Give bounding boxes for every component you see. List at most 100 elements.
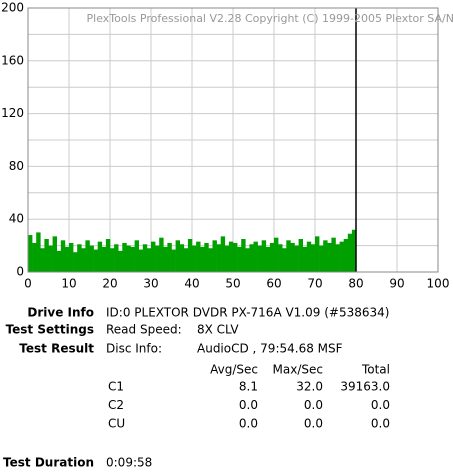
bar — [343, 239, 349, 272]
bar — [52, 236, 57, 272]
bar — [261, 240, 267, 272]
bar — [302, 246, 308, 272]
bar — [200, 246, 205, 272]
x-tick-label: 20 — [102, 277, 117, 291]
cell: 8.1 — [239, 380, 258, 394]
bar — [339, 241, 344, 272]
x-tick-label: 60 — [266, 277, 281, 291]
bar — [28, 235, 33, 272]
y-tick-label: 80 — [9, 159, 24, 173]
bar — [118, 250, 123, 272]
bar — [306, 241, 312, 272]
bar — [73, 252, 78, 272]
bar — [319, 245, 324, 272]
bar — [44, 239, 49, 272]
bar — [237, 246, 242, 272]
x-tick-label: 40 — [184, 277, 199, 291]
bar — [327, 242, 332, 272]
bar — [134, 240, 139, 272]
bar — [151, 241, 156, 272]
bar — [69, 242, 74, 272]
bar — [175, 240, 180, 272]
bar — [187, 239, 193, 272]
row-label: C2 — [108, 398, 124, 412]
bar — [60, 240, 66, 272]
x-tick-label: 30 — [143, 277, 158, 291]
cell: 32.0 — [296, 380, 323, 394]
bar — [110, 248, 115, 272]
bar — [48, 245, 53, 272]
bar — [77, 244, 82, 272]
bar — [228, 241, 234, 272]
bar — [278, 244, 283, 272]
bar — [159, 237, 164, 272]
y-tick-label: 120 — [1, 106, 24, 120]
cell: 39163.0 — [340, 380, 390, 394]
x-tick-label: 80 — [348, 277, 363, 291]
bar — [212, 240, 217, 272]
bar — [40, 248, 45, 272]
bar — [163, 246, 168, 272]
value: Read Speed: — [106, 323, 182, 337]
bar — [89, 245, 94, 272]
y-tick-label: 160 — [1, 53, 24, 67]
bar — [146, 248, 152, 272]
bar — [294, 245, 299, 272]
x-tick-label: 0 — [24, 277, 32, 291]
bar — [142, 244, 148, 272]
bar — [269, 242, 275, 272]
bar — [130, 246, 135, 272]
column-header: Max/Sec — [273, 363, 323, 377]
x-tick-label: 10 — [61, 277, 76, 291]
bar — [216, 244, 221, 272]
bar — [138, 249, 144, 272]
bar — [183, 248, 189, 272]
cell: 0.0 — [371, 398, 390, 412]
cell: 0.0 — [371, 417, 390, 431]
bar — [85, 240, 90, 272]
cell: 0.0 — [239, 417, 258, 431]
y-tick-label: 0 — [16, 265, 24, 279]
value: 8X CLV — [197, 323, 239, 337]
x-tick-label: 50 — [225, 277, 240, 291]
bar — [56, 250, 62, 272]
bar — [310, 244, 316, 272]
bar — [64, 246, 70, 272]
bar — [253, 241, 258, 272]
row-label: CU — [108, 417, 125, 431]
bar — [155, 245, 160, 272]
bar — [114, 244, 119, 272]
copyright: PlexTools Professional V2.28 Copyright (… — [87, 12, 453, 25]
label: Test Duration — [3, 456, 94, 470]
row-label: C1 — [108, 380, 124, 394]
bar — [241, 239, 246, 272]
bar — [331, 237, 336, 272]
bar — [32, 242, 37, 272]
bar — [93, 249, 98, 272]
bar — [126, 245, 131, 272]
bar — [192, 245, 197, 272]
bar — [351, 229, 357, 272]
label: Test Result — [19, 342, 94, 356]
bar — [245, 248, 250, 272]
value: Disc Info: — [106, 342, 162, 356]
bar — [265, 246, 271, 272]
bar — [315, 236, 320, 272]
label: Test Settings — [6, 323, 94, 337]
bar — [347, 233, 353, 272]
bar — [101, 246, 107, 272]
bar — [233, 242, 238, 272]
x-tick-label: 100 — [427, 277, 450, 291]
value: ID:0 PLEXTOR DVDR PX-716A V1.09 (#538634… — [106, 306, 389, 320]
cell: 0.0 — [304, 398, 323, 412]
column-header: Total — [361, 363, 390, 377]
bar — [208, 248, 213, 272]
bar — [122, 242, 127, 272]
bar — [249, 244, 254, 272]
bar — [81, 248, 86, 272]
bar — [179, 244, 185, 272]
bar — [105, 239, 111, 272]
bar — [286, 240, 291, 272]
column-header: Avg/Sec — [210, 363, 258, 377]
